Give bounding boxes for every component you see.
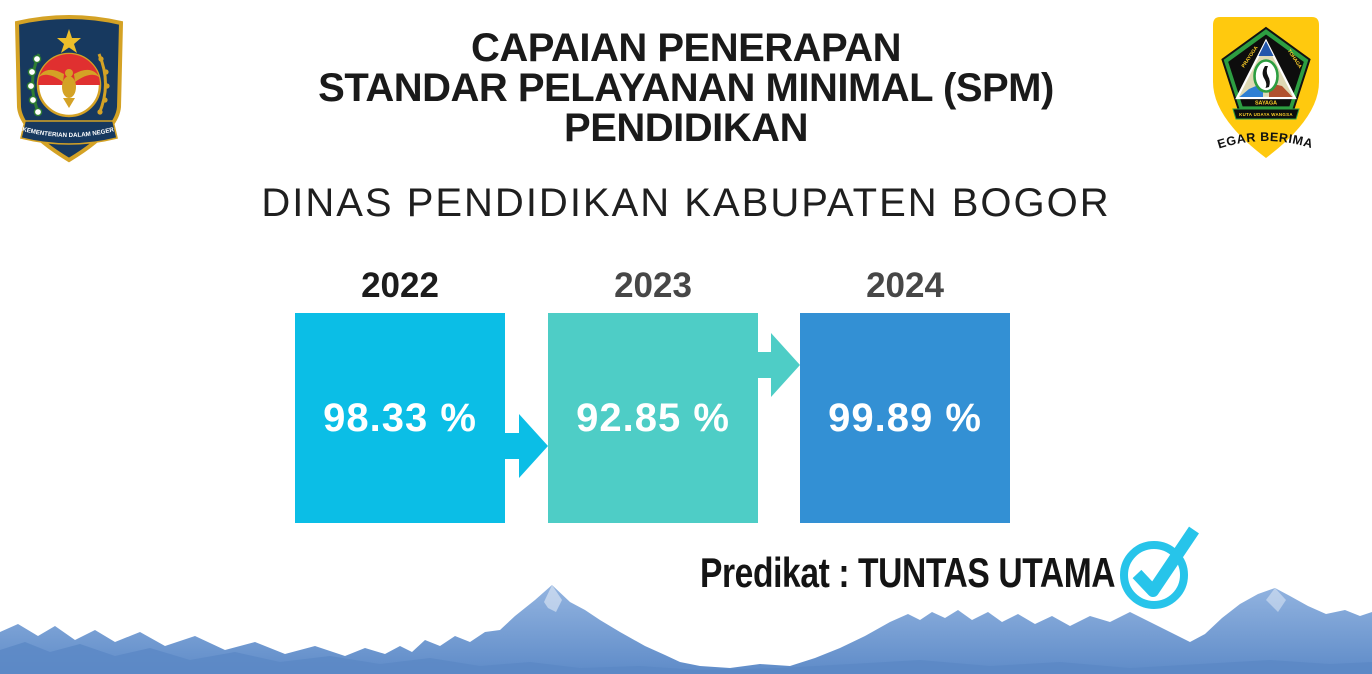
value-label-2024: 99.89 %: [828, 395, 982, 440]
page-subtitle: DINAS PENDIDIKAN KABUPATEN BOGOR: [261, 181, 1111, 225]
garuda-icon: [38, 69, 100, 108]
value-box-2023: 92.85 %: [548, 313, 758, 523]
predikat-label: Predikat : TUNTAS UTAMA: [700, 549, 1116, 596]
snow-highlight: [544, 585, 562, 612]
mountain-front-layer: [0, 642, 1372, 674]
page-title: CAPAIAN PENERAPAN STANDAR PELAYANAN MINI…: [0, 28, 1372, 148]
cotton-branch: [26, 53, 43, 117]
value-box-2024: 99.89 %: [800, 313, 1010, 523]
kujang-icon: [1262, 66, 1270, 88]
right-arrow-icon: [756, 333, 800, 397]
year-label-2023: 2023: [614, 266, 692, 305]
snow-highlight: [1266, 588, 1286, 612]
triangle-apex: [1258, 41, 1274, 56]
title-line-1: CAPAIAN PENERAPAN: [470, 26, 902, 70]
check-circle-icon: [1120, 526, 1199, 609]
kabupaten-bogor-logo: PRAYOGA TOHAGA SAYAGA KUTA UDAYA WANGSA …: [1206, 14, 1319, 158]
mountain-silhouette-image: [0, 585, 1372, 674]
kemendagri-logo: KEMENTERIAN DALAM NEGERI: [8, 12, 124, 163]
value-label-2022: 98.33 %: [323, 395, 477, 440]
banner-ribbon: [1232, 108, 1300, 120]
mountain-back-layer: [0, 585, 1372, 674]
star-icon: [57, 29, 81, 53]
year-label-2022: 2022: [361, 266, 439, 305]
bogor-banner-label: KUTA UDAYA WANGSA: [1239, 112, 1293, 117]
value-label-2023: 92.85 %: [576, 395, 730, 440]
title-line-2: STANDAR PELAYANAN MINIMAL (SPM): [318, 66, 1054, 110]
rice-branch: [97, 53, 110, 115]
value-box-2022: 98.33 %: [295, 313, 505, 523]
pentagon-text-bottom: SAYAGA: [1255, 101, 1277, 107]
banner-ribbon: [20, 120, 118, 145]
year-label-2024: 2024: [866, 266, 944, 305]
title-line-3: PENDIDIKAN: [564, 106, 808, 150]
right-arrow-icon: [504, 414, 548, 478]
